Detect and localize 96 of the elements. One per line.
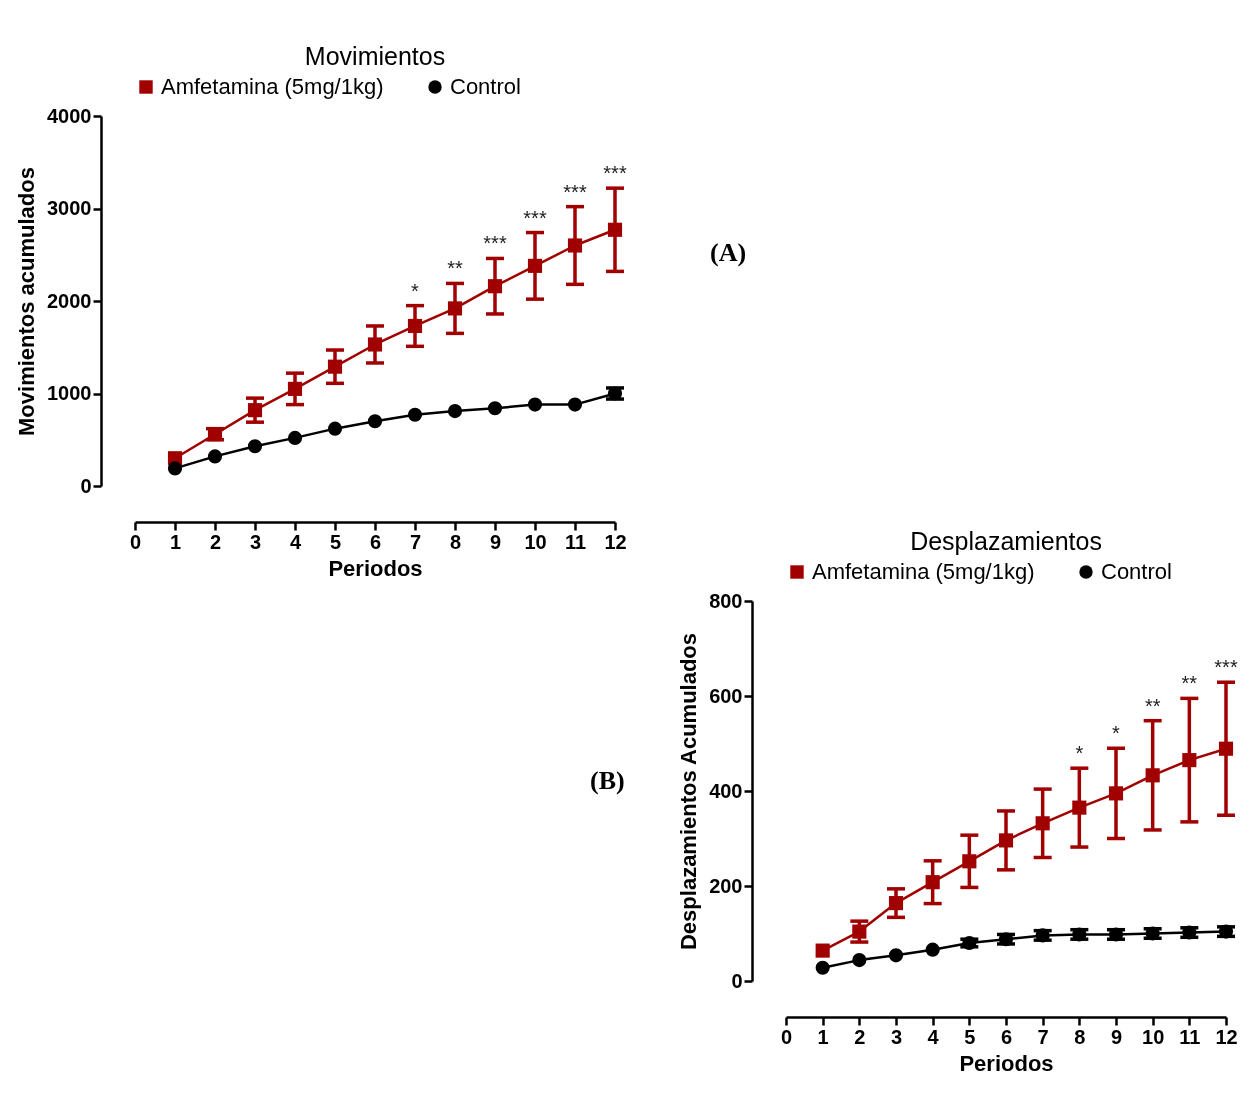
point [815,960,830,975]
annotation: *** [523,206,547,229]
point [527,258,543,273]
point [998,833,1014,848]
x-tick-label: 3 [890,1025,903,1048]
x-tick-label: 4 [289,530,302,553]
point [567,397,583,412]
point [247,403,263,418]
x-tick-label: 12 [604,530,627,553]
x-tick-label: 4 [927,1025,940,1048]
point [327,359,343,374]
point [852,924,867,939]
x-tick-label: 1 [169,530,182,553]
y-tick-label: 0 [80,474,92,497]
annotation: *** [483,232,507,255]
point [925,942,940,957]
y-tick-label: 200 [709,874,743,897]
y-tick-label: 2000 [47,289,92,312]
x-tick-label: 6 [1000,1025,1013,1048]
y-tick-label: 3000 [47,197,92,219]
x-tick-label: 8 [1074,1025,1086,1048]
point [327,421,343,436]
text: (B) [590,766,625,796]
y-axis-title: Desplazamientos Acumulados [676,632,702,951]
point [447,404,463,419]
x-tick-label: 12 [1215,1025,1238,1048]
point [407,318,423,334]
x-tick-label: 5 [329,530,342,553]
annotation: * [1075,742,1084,765]
x-tick-label: 0 [780,1025,793,1048]
point [1072,800,1087,815]
point [207,449,223,464]
point [1108,786,1124,801]
point [925,875,940,890]
point [607,222,623,237]
x-tick-label: 3 [249,530,262,553]
x-tick-label: 11 [564,530,587,553]
point [367,337,383,352]
x-tick-label: 9 [1110,1025,1123,1048]
point [852,953,867,968]
x-tick-label: 10 [1142,1025,1165,1048]
point [287,381,303,396]
legend-label: Amfetamina (5mg/1kg) [812,559,1035,584]
x-tick-label: 10 [524,530,547,553]
annotation: * [1112,722,1121,745]
point [888,896,904,911]
x-axis-title: Periodos [328,555,423,581]
point [487,401,503,416]
point [888,948,904,963]
point [287,430,303,445]
legend-label: Control [450,74,521,99]
point [1035,816,1050,831]
point [247,439,263,454]
x-tick-label: 7 [1037,1025,1049,1048]
annotation: ** [1181,672,1198,695]
x-tick-label: 11 [1179,1025,1201,1048]
annotation: ** [1144,694,1161,717]
annotation: * [411,279,420,302]
annotation: ** [447,257,463,280]
y-tick-label: 0 [731,969,743,992]
point [1182,753,1197,768]
point [407,407,423,422]
y-tick-label: 400 [709,779,743,802]
point [567,238,583,253]
x-tick-label: 5 [964,1025,976,1048]
point [167,461,183,476]
point [487,279,503,294]
chart-title: Movimientos [304,42,446,70]
y-axis-title: Movimientos acumulados [14,167,40,436]
chart-title: Desplazamientos [910,527,1102,555]
point [1145,768,1160,783]
y-tick-label: 600 [709,684,743,707]
point [367,414,383,429]
x-tick-label: 1 [817,1025,829,1048]
x-tick-label: 8 [449,530,462,553]
y-tick-label: 800 [709,589,743,612]
point [815,943,830,958]
annotation: *** [1214,656,1238,679]
y-tick-label: 1000 [47,382,92,404]
legend-label: Amfetamina (5mg/1kg) [161,74,384,99]
x-axis-title: Periodos [959,1050,1054,1076]
annotation: *** [603,162,627,185]
x-tick-label: 7 [409,530,422,553]
point [527,397,543,412]
point [447,301,463,316]
x-tick-label: 2 [209,530,222,553]
x-tick-label: 2 [854,1025,866,1048]
text: (A) [710,238,747,268]
y-tick-label: 4000 [47,104,92,127]
point [1218,741,1234,756]
x-tick-label: 6 [369,530,382,553]
point [962,854,977,869]
x-tick-label: 9 [489,530,502,553]
annotation: *** [563,180,587,203]
legend-label: Control [1101,559,1172,584]
x-tick-label: 0 [129,530,142,553]
